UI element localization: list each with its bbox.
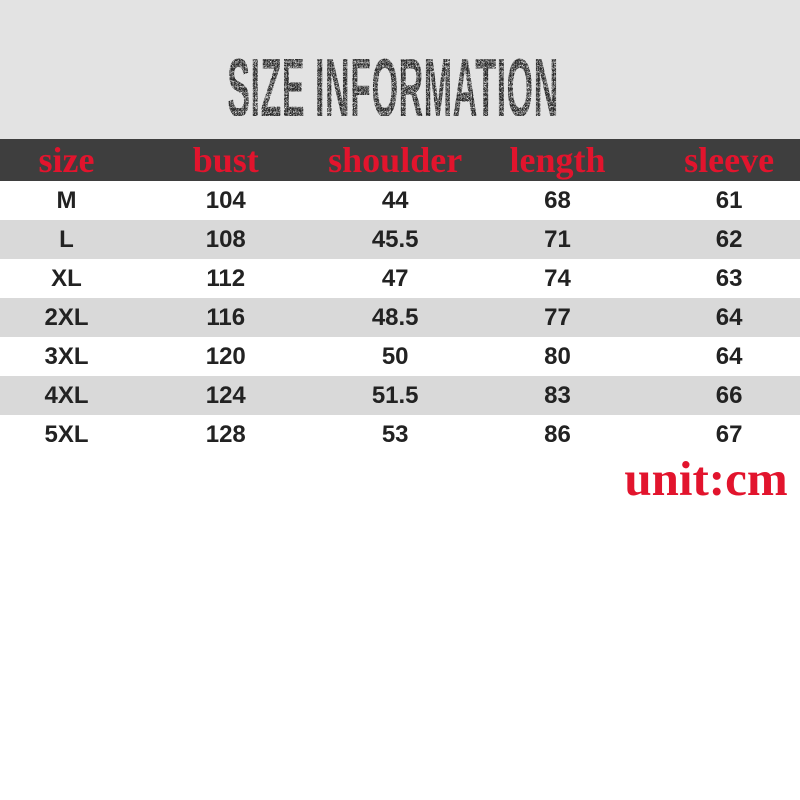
svg-text:SIZE INFORMATION: SIZE INFORMATION <box>227 43 559 116</box>
